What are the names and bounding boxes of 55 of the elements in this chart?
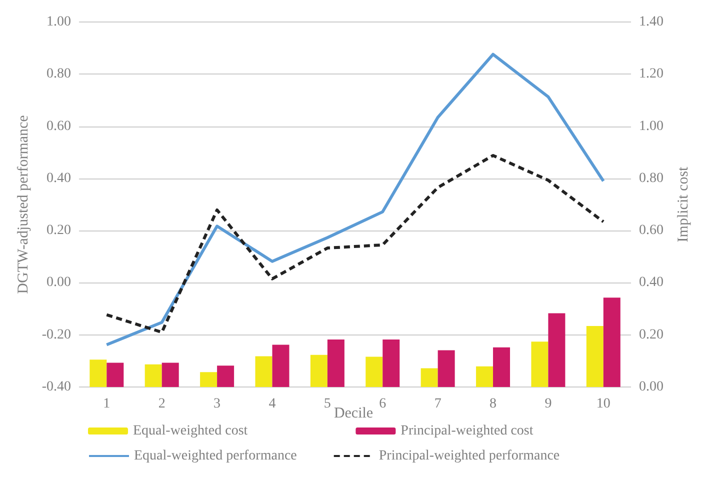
bar bbox=[327, 340, 344, 387]
legend-label: Principal-weighted cost bbox=[400, 424, 534, 438]
bar bbox=[272, 344, 290, 387]
y2-tick-label: 1.40 bbox=[639, 14, 664, 30]
y-tick-label: 1.00 bbox=[46, 14, 72, 30]
y-tick-label: 0.80 bbox=[46, 66, 72, 82]
bar bbox=[90, 360, 107, 387]
y-tick-label: -0.20 bbox=[42, 327, 72, 342]
y2-tick-label: 1.00 bbox=[639, 118, 664, 134]
x-tick-label: 9 bbox=[544, 396, 552, 412]
bar bbox=[200, 372, 218, 387]
bar bbox=[106, 362, 124, 387]
y2-tick-label: 0.00 bbox=[639, 380, 664, 394]
x-tick-label: 2 bbox=[158, 396, 166, 412]
x-tick-label: 10 bbox=[596, 396, 610, 412]
y2-tick-label: 1.20 bbox=[639, 66, 664, 82]
bar bbox=[476, 366, 494, 387]
bar bbox=[217, 366, 234, 387]
y-axis-title: DGTW-adjusted performance bbox=[16, 114, 32, 294]
bar bbox=[382, 340, 400, 387]
x-tick-label: 6 bbox=[379, 396, 386, 412]
bar bbox=[531, 342, 548, 387]
y-tick-label: 0.40 bbox=[46, 170, 72, 186]
bar bbox=[586, 326, 604, 387]
bar bbox=[420, 368, 438, 387]
bar bbox=[144, 364, 162, 387]
y2-tick-label: 0.60 bbox=[639, 223, 664, 238]
x-tick-label: 4 bbox=[268, 396, 276, 412]
x-tick-label: 1 bbox=[103, 396, 110, 412]
x-axis-title: Decile bbox=[334, 406, 374, 422]
bar bbox=[438, 350, 455, 387]
bar bbox=[493, 347, 510, 387]
y-tick-label: 0.00 bbox=[46, 275, 72, 290]
x-tick-label: 5 bbox=[324, 396, 331, 412]
y-tick-label: 0.20 bbox=[46, 223, 72, 238]
y2-tick-label: 0.20 bbox=[639, 327, 664, 342]
y2-tick-label: 0.80 bbox=[639, 170, 664, 186]
legend-label: Equal-weighted performance bbox=[134, 448, 297, 464]
x-tick-label: 3 bbox=[214, 396, 221, 412]
line-series bbox=[105, 52, 605, 346]
y-tick-label: -0.40 bbox=[42, 380, 72, 394]
legend-label: Equal-weighted cost bbox=[133, 424, 248, 438]
x-tick-label: 8 bbox=[490, 396, 497, 412]
y2-tick-label: 0.40 bbox=[639, 275, 664, 290]
legend-label: Principal-weighted performance bbox=[378, 448, 560, 464]
bar bbox=[548, 313, 566, 387]
bar bbox=[310, 354, 328, 387]
bar bbox=[255, 356, 272, 387]
y2-axis-title: Implicit cost bbox=[676, 166, 692, 242]
y-tick-label: 0.60 bbox=[46, 118, 72, 134]
bar bbox=[366, 356, 383, 387]
bar bbox=[603, 298, 620, 387]
line-series bbox=[105, 154, 605, 334]
x-tick-label: 7 bbox=[434, 396, 442, 412]
bar bbox=[162, 362, 179, 387]
